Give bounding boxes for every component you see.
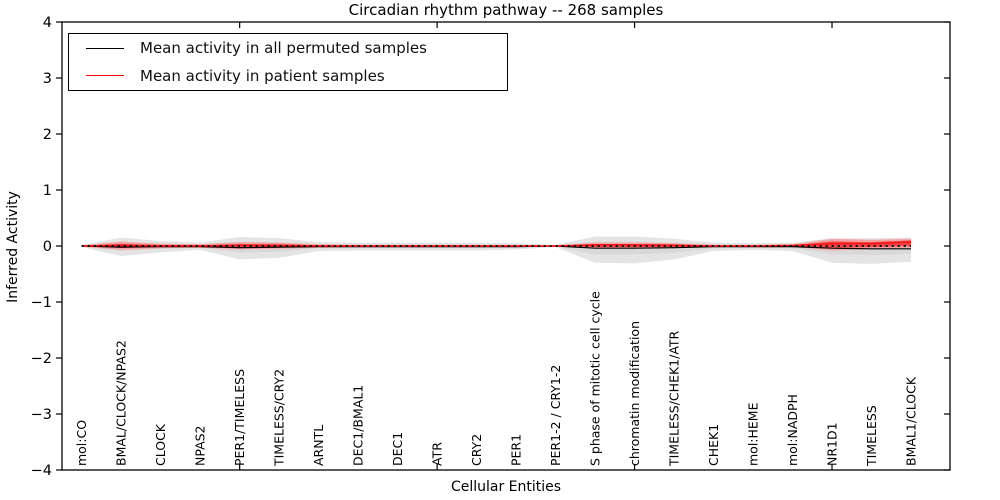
category-label: mol:HEME [746, 402, 761, 466]
category-label: NPAS2 [193, 425, 208, 466]
legend-entry-permuted: Mean activity in all permuted samples [69, 35, 507, 61]
category-label: S phase of mitotic cell cycle [588, 291, 603, 466]
category-label: CHEK1 [706, 424, 721, 466]
category-label: PER1 [509, 434, 524, 466]
x-axis-label: Cellular Entities [450, 479, 562, 495]
category-label: mol:NADPH [785, 394, 800, 466]
y-tick-label: 4 [43, 15, 52, 31]
permuted-line-swatch-icon [86, 47, 124, 49]
y-tick-label: 1 [43, 183, 52, 199]
y-tick-label: 0 [43, 239, 52, 255]
category-label: DEC1/BMAL1 [351, 385, 366, 466]
x-ticks [239, 22, 833, 470]
category-label: BMAL1/CLOCK [904, 376, 919, 466]
category-label: TIMELESS [864, 405, 879, 467]
y-tick-label: −4 [31, 463, 52, 479]
category-label: CLOCK [153, 423, 168, 466]
chart-title: Circadian rhythm pathway -- 268 samples [348, 1, 664, 19]
legend: Mean activity in all permuted samples Me… [68, 33, 508, 91]
category-label: BMAL/CLOCK/NPAS2 [114, 340, 129, 466]
y-tick-label: −3 [31, 407, 52, 423]
category-label: PER1-2 / CRY1-2 [548, 365, 563, 466]
category-label: DEC1 [390, 432, 405, 466]
y-ticks: −4 −3 −2 −1 0 1 2 3 4 [31, 15, 950, 479]
legend-label-patient: Mean activity in patient samples [140, 66, 385, 85]
category-label: TIMELESS/CRY2 [272, 369, 287, 467]
y-axis-label: Inferred Activity [5, 191, 21, 303]
category-label: TIMELESS/CHEK1/ATR [667, 330, 682, 467]
legend-entry-patient: Mean activity in patient samples [69, 63, 507, 89]
legend-label-permuted: Mean activity in all permuted samples [140, 39, 427, 58]
category-label: PER1/TIMELESS [232, 369, 247, 466]
permuted-outer-band [81, 236, 911, 264]
y-tick-label: −2 [31, 351, 52, 367]
category-label: NR1D1 [825, 422, 840, 466]
patient-line-swatch-icon [86, 75, 124, 77]
category-label: ARNTL [311, 425, 326, 466]
y-tick-label: 2 [43, 127, 52, 143]
category-labels: mol:CO BMAL/CLOCK/NPAS2 CLOCK NPAS2 PER1/TIM… [74, 291, 918, 467]
y-tick-label: 3 [43, 71, 52, 87]
category-label: mol:CO [74, 420, 89, 466]
category-label: CRY2 [469, 434, 484, 466]
y-tick-label: −1 [31, 295, 52, 311]
category-label: chromatin modification [627, 321, 642, 466]
category-label: ATR [430, 442, 445, 466]
